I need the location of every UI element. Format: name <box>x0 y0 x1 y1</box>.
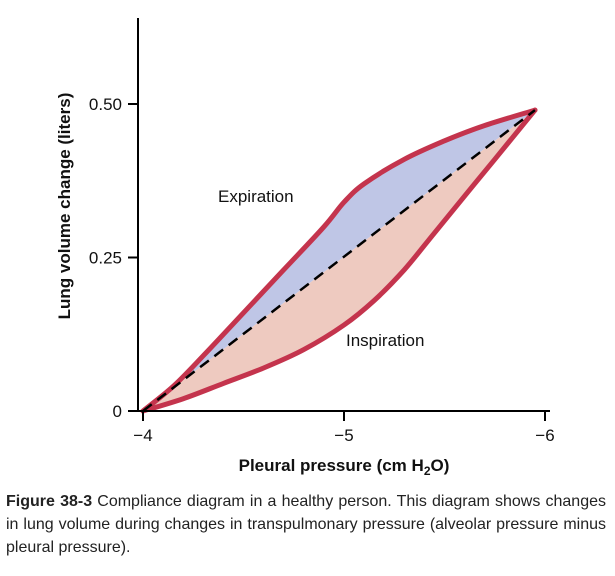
x-axis-title-tail: O) <box>431 456 450 475</box>
annotation-expiration: Expiration <box>218 187 294 206</box>
figure-caption: Figure 38-3 Compliance diagram in a heal… <box>6 490 606 559</box>
y-axis-title: Lung volume change (liters) <box>55 93 74 320</box>
x-axis-title-main: Pleural pressure (cm H <box>239 456 424 475</box>
x-axis-title-subscript: 2 <box>424 464 431 478</box>
expiration-curve <box>140 107 538 414</box>
compliance-chart: −4 −5 −6 0 0.25 0.50 Expiration Inspiration P… <box>55 18 555 478</box>
y-tick-label: 0.25 <box>89 249 122 268</box>
x-tick-label: −5 <box>334 426 353 445</box>
annotation-inspiration: Inspiration <box>346 331 424 350</box>
compliance-dashed-line <box>142 109 536 412</box>
tick-layer: −4 −5 −6 0 0.25 0.50 <box>89 95 555 445</box>
figure-label: Figure 38-3 <box>6 493 93 510</box>
y-tick-label: 0 <box>113 402 122 421</box>
x-axis-title: Pleural pressure (cm H2O) <box>239 456 450 478</box>
y-tick-label: 0.50 <box>89 95 122 114</box>
inspiration-curve <box>140 107 538 414</box>
x-tick-label: −4 <box>133 426 152 445</box>
curve-layer <box>140 107 538 414</box>
caption-text: Compliance diagram in a healthy person. … <box>6 493 607 556</box>
x-tick-label: −6 <box>535 426 554 445</box>
